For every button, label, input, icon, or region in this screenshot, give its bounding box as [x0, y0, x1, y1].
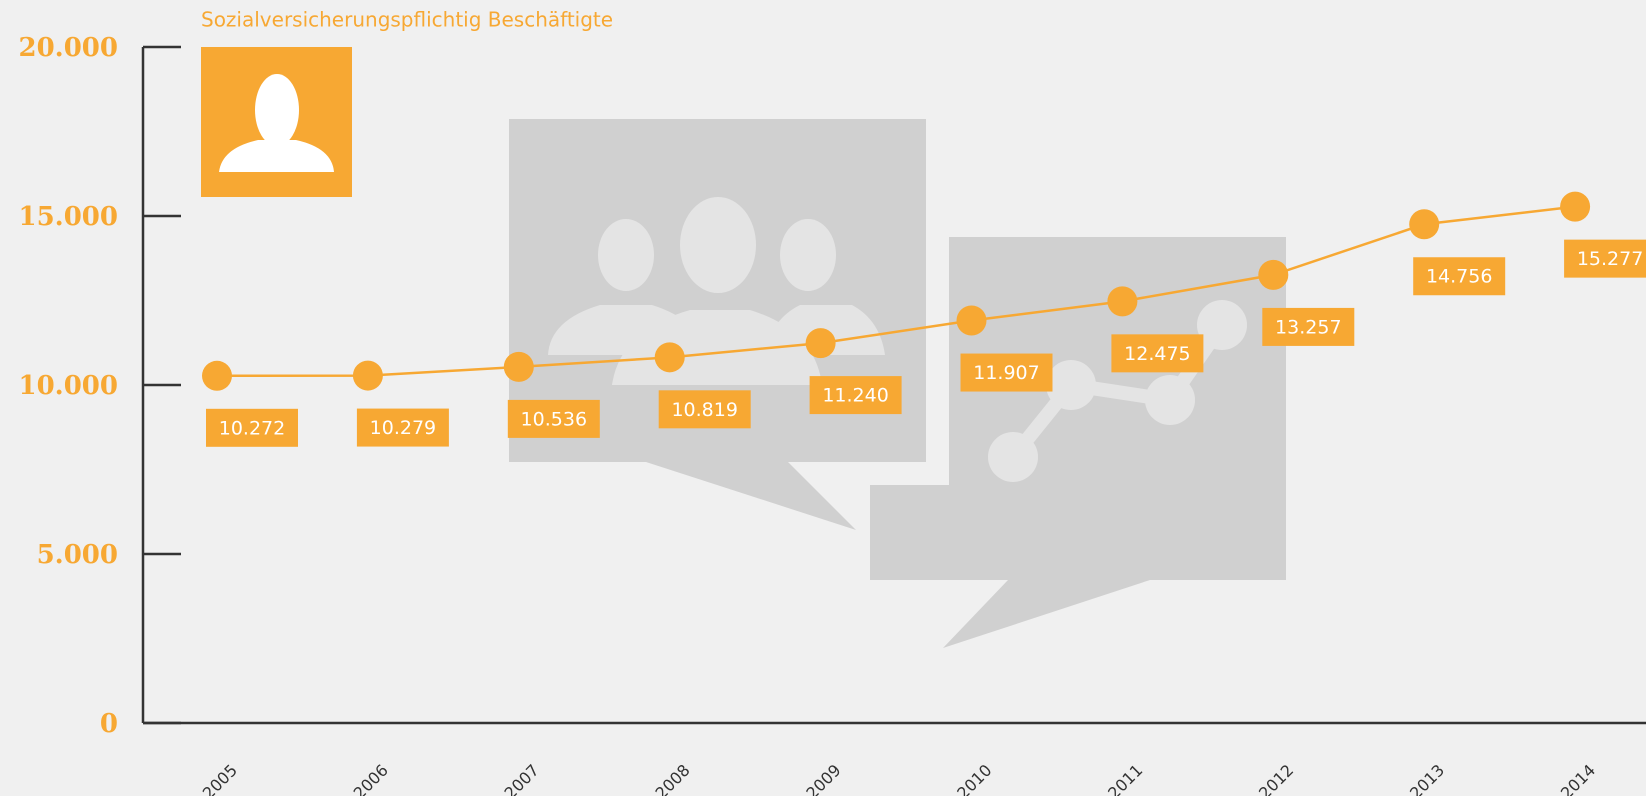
value-label: 13.257	[1275, 316, 1341, 338]
y-tick-label: 20.000	[18, 33, 118, 63]
chart-title: Sozialversicherungspflichtig Beschäftigt…	[201, 8, 613, 32]
y-tick-label: 0	[100, 709, 118, 739]
value-label: 12.475	[1124, 343, 1190, 365]
value-label: 10.279	[370, 417, 436, 439]
point	[1560, 191, 1591, 222]
value-label: 11.907	[973, 362, 1039, 384]
point	[1409, 209, 1440, 240]
point	[202, 360, 232, 391]
person-icon	[219, 74, 334, 172]
y-tick-label: 10.000	[18, 371, 118, 401]
value-label-box	[1564, 239, 1646, 278]
value-label-box	[960, 353, 1053, 392]
value-label-box	[206, 408, 298, 447]
value-label-box	[1262, 307, 1355, 346]
value-label: 10.819	[671, 399, 737, 421]
value-label-box	[507, 399, 600, 438]
value-label-box	[1413, 257, 1506, 296]
line	[216, 205, 1576, 378]
value-label: 10.272	[219, 417, 285, 439]
value-label-box	[658, 390, 751, 429]
y-tick-label: 15.000	[18, 202, 118, 232]
value-label-box	[356, 408, 449, 447]
y-tick-label: 5.000	[37, 540, 118, 570]
point	[956, 305, 987, 336]
point	[1107, 286, 1138, 317]
point	[503, 351, 534, 382]
value-label-box	[1111, 334, 1204, 373]
value-label-box	[809, 376, 902, 415]
value-label: 10.536	[521, 408, 587, 430]
point	[654, 342, 685, 373]
point	[1258, 259, 1289, 290]
value-label: 14.756	[1426, 266, 1492, 288]
point	[352, 360, 383, 391]
value-label: 11.240	[822, 385, 888, 407]
point	[805, 328, 836, 359]
value-label: 15.277	[1577, 248, 1643, 270]
